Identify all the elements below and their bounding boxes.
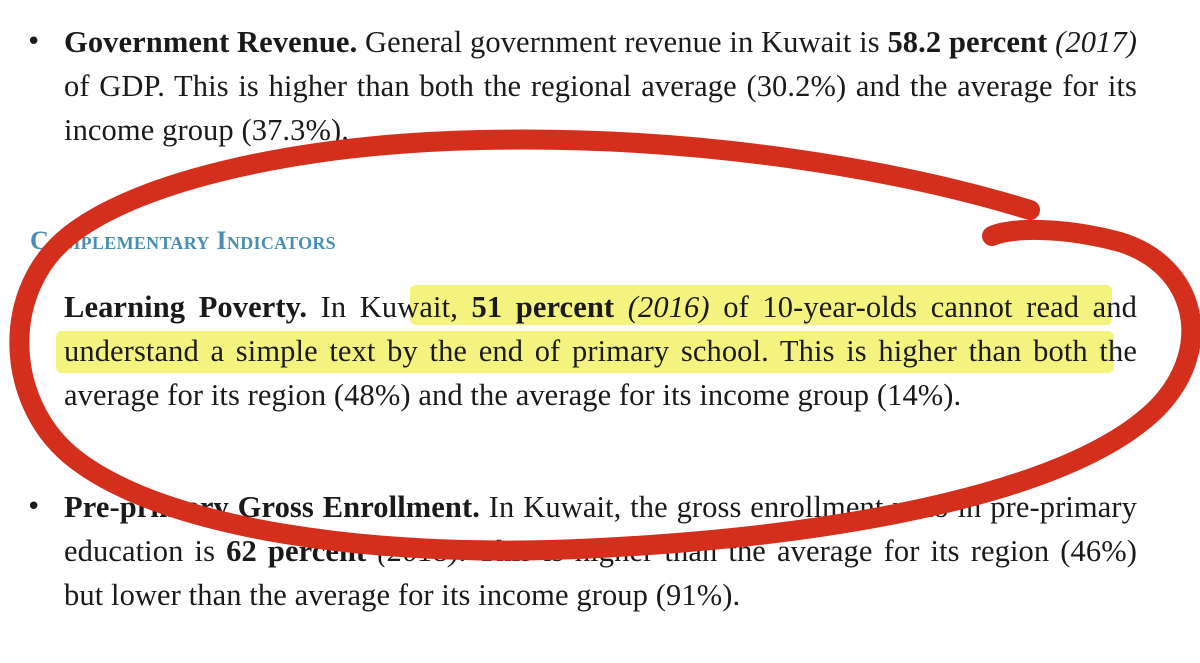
paragraph-term: Learning Poverty.	[64, 290, 308, 324]
pre-primary-enrollment-paragraph: Pre-primary Gross Enrollment. In Kuwait,…	[64, 485, 1137, 617]
paragraph-year: (2016)	[627, 290, 710, 324]
paragraph-year: (2017)	[1055, 25, 1138, 59]
government-revenue-paragraph: Government Revenue. General government r…	[64, 20, 1137, 152]
paragraph-value: 58.2 percent	[887, 25, 1048, 59]
bullet-marker: •	[26, 492, 42, 522]
paragraph-value: 51 percent	[471, 290, 615, 324]
section-heading: Complementary Indicators	[30, 226, 336, 255]
paragraph-value: 62 percent	[226, 534, 367, 568]
learning-poverty-paragraph: Learning Poverty. In Kuwait, 51 percent …	[64, 285, 1137, 417]
paragraph-term: Pre-primary Gross Enrollment.	[64, 490, 480, 524]
paragraph-text: General government revenue in Kuwait is	[357, 25, 888, 59]
paragraph-term: Government Revenue.	[64, 25, 358, 59]
paragraph-text: In Kuwait,	[307, 290, 472, 324]
paragraph-year: (2018).	[377, 534, 468, 568]
bullet-marker: •	[26, 27, 42, 57]
paragraph-text: of GDP. This is higher than both the reg…	[64, 69, 1137, 147]
